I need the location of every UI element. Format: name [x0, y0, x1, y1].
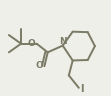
Text: I: I — [80, 84, 83, 94]
Text: N: N — [59, 37, 66, 46]
Text: O: O — [36, 61, 43, 70]
Text: O: O — [27, 39, 35, 48]
